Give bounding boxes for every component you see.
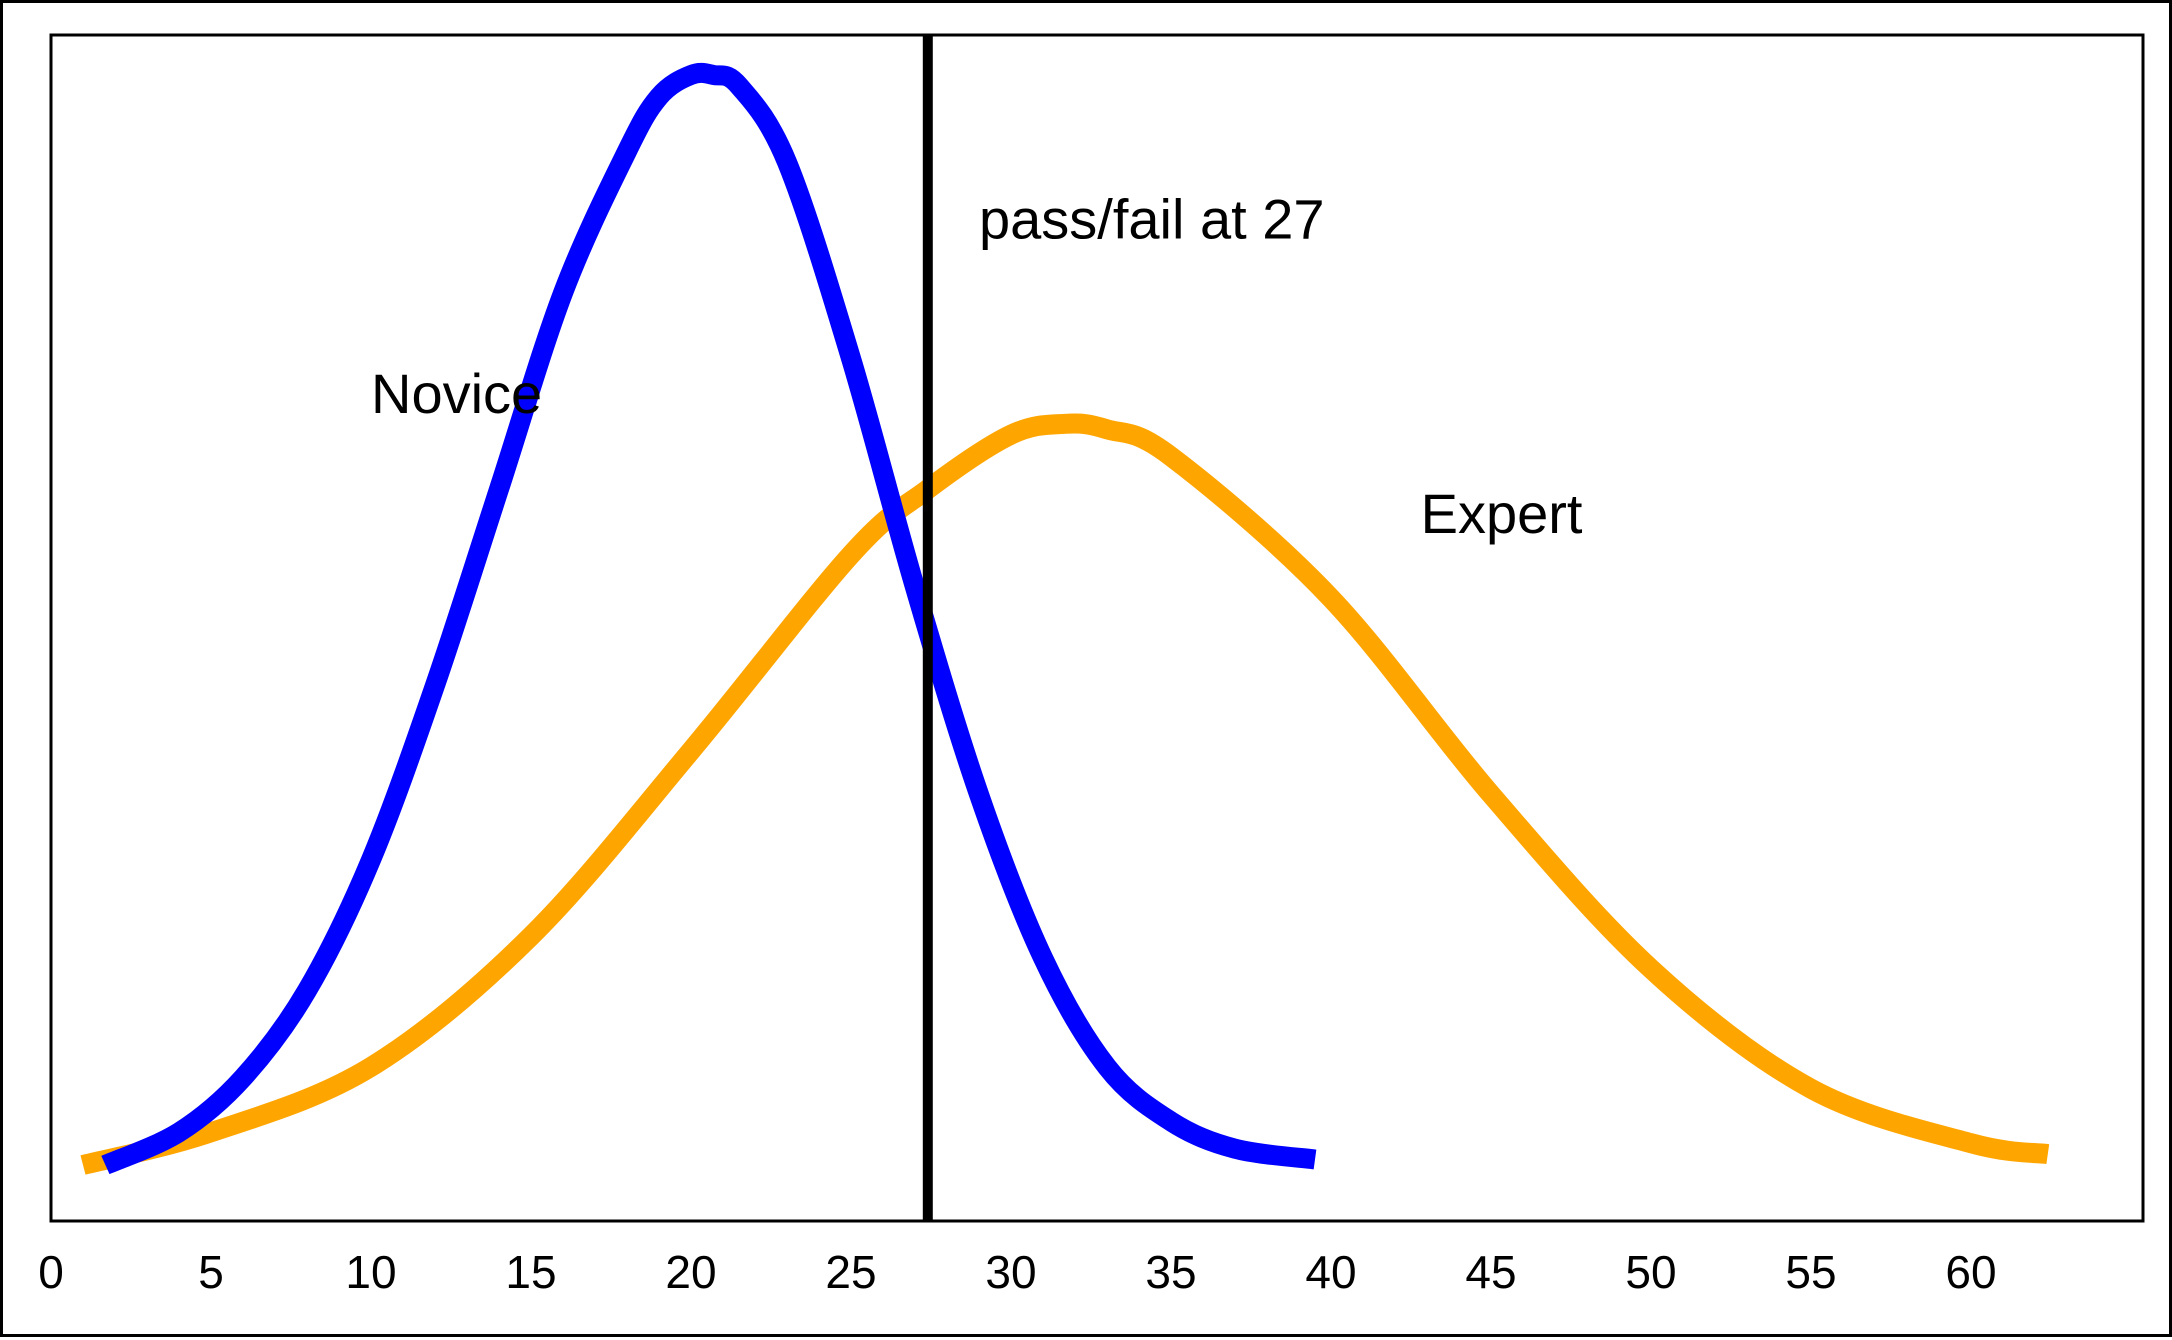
x-tick-label-30: 30	[985, 1246, 1036, 1298]
plot-frame	[49, 33, 2145, 1223]
x-tick-label-60: 60	[1945, 1246, 1996, 1298]
series-line-novice	[101, 62, 1317, 1175]
x-tick-label-20: 20	[665, 1246, 716, 1298]
x-tick-label-45: 45	[1465, 1246, 1516, 1298]
x-tick-label-0: 0	[38, 1246, 64, 1298]
x-tick-label-40: 40	[1305, 1246, 1356, 1298]
x-tick-label-55: 55	[1785, 1246, 1836, 1298]
annotation-novice: Novice	[371, 362, 542, 425]
x-tick-label-5: 5	[198, 1246, 224, 1298]
annotation-pass-fail-at-27: pass/fail at 27	[979, 188, 1325, 251]
x-tick-label-50: 50	[1625, 1246, 1676, 1298]
x-tick-label-10: 10	[345, 1246, 396, 1298]
distribution-chart: Novice Expert pass/fail at 27 0 5 10 15 20 25 30…	[38, 33, 2145, 1298]
x-tick-label-15: 15	[505, 1246, 556, 1298]
x-tick-labels: 0 5 10 15 20 25 30 35 40 45 50 55 60	[38, 1246, 1996, 1298]
annotation-layer: Novice Expert pass/fail at 27	[371, 188, 1583, 545]
annotation-expert: Expert	[1421, 482, 1583, 545]
series-layer	[80, 62, 2050, 1175]
x-tick-label-25: 25	[825, 1246, 876, 1298]
series-line-expert	[80, 413, 2050, 1175]
x-tick-label-35: 35	[1145, 1246, 1196, 1298]
